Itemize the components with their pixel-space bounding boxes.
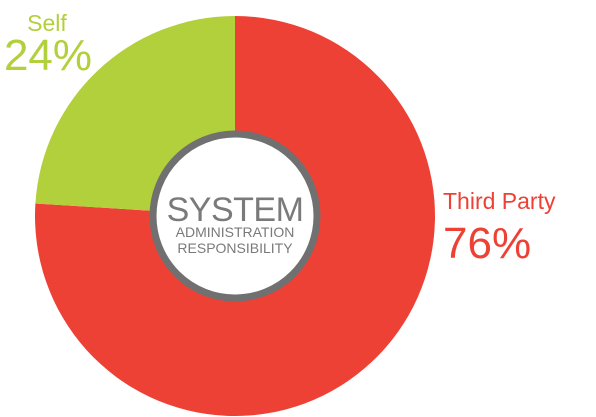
- slice-value-third-party: 76%: [443, 219, 531, 268]
- slice-label-third-party: Third Party: [443, 188, 556, 214]
- slice-value-self: 24%: [4, 31, 92, 80]
- center-subtitle-line2: RESPONSIBILITY: [177, 240, 293, 256]
- pie-slice-self: [35, 15, 235, 212]
- pie-slice-third-party: [35, 16, 435, 416]
- slices-group: [35, 15, 435, 416]
- slice-label-self: Self: [27, 10, 67, 36]
- center-title: SYSTEM: [167, 191, 304, 229]
- center-ring: [149, 130, 321, 302]
- center-subtitle-line1: ADMINISTRATION: [176, 224, 295, 240]
